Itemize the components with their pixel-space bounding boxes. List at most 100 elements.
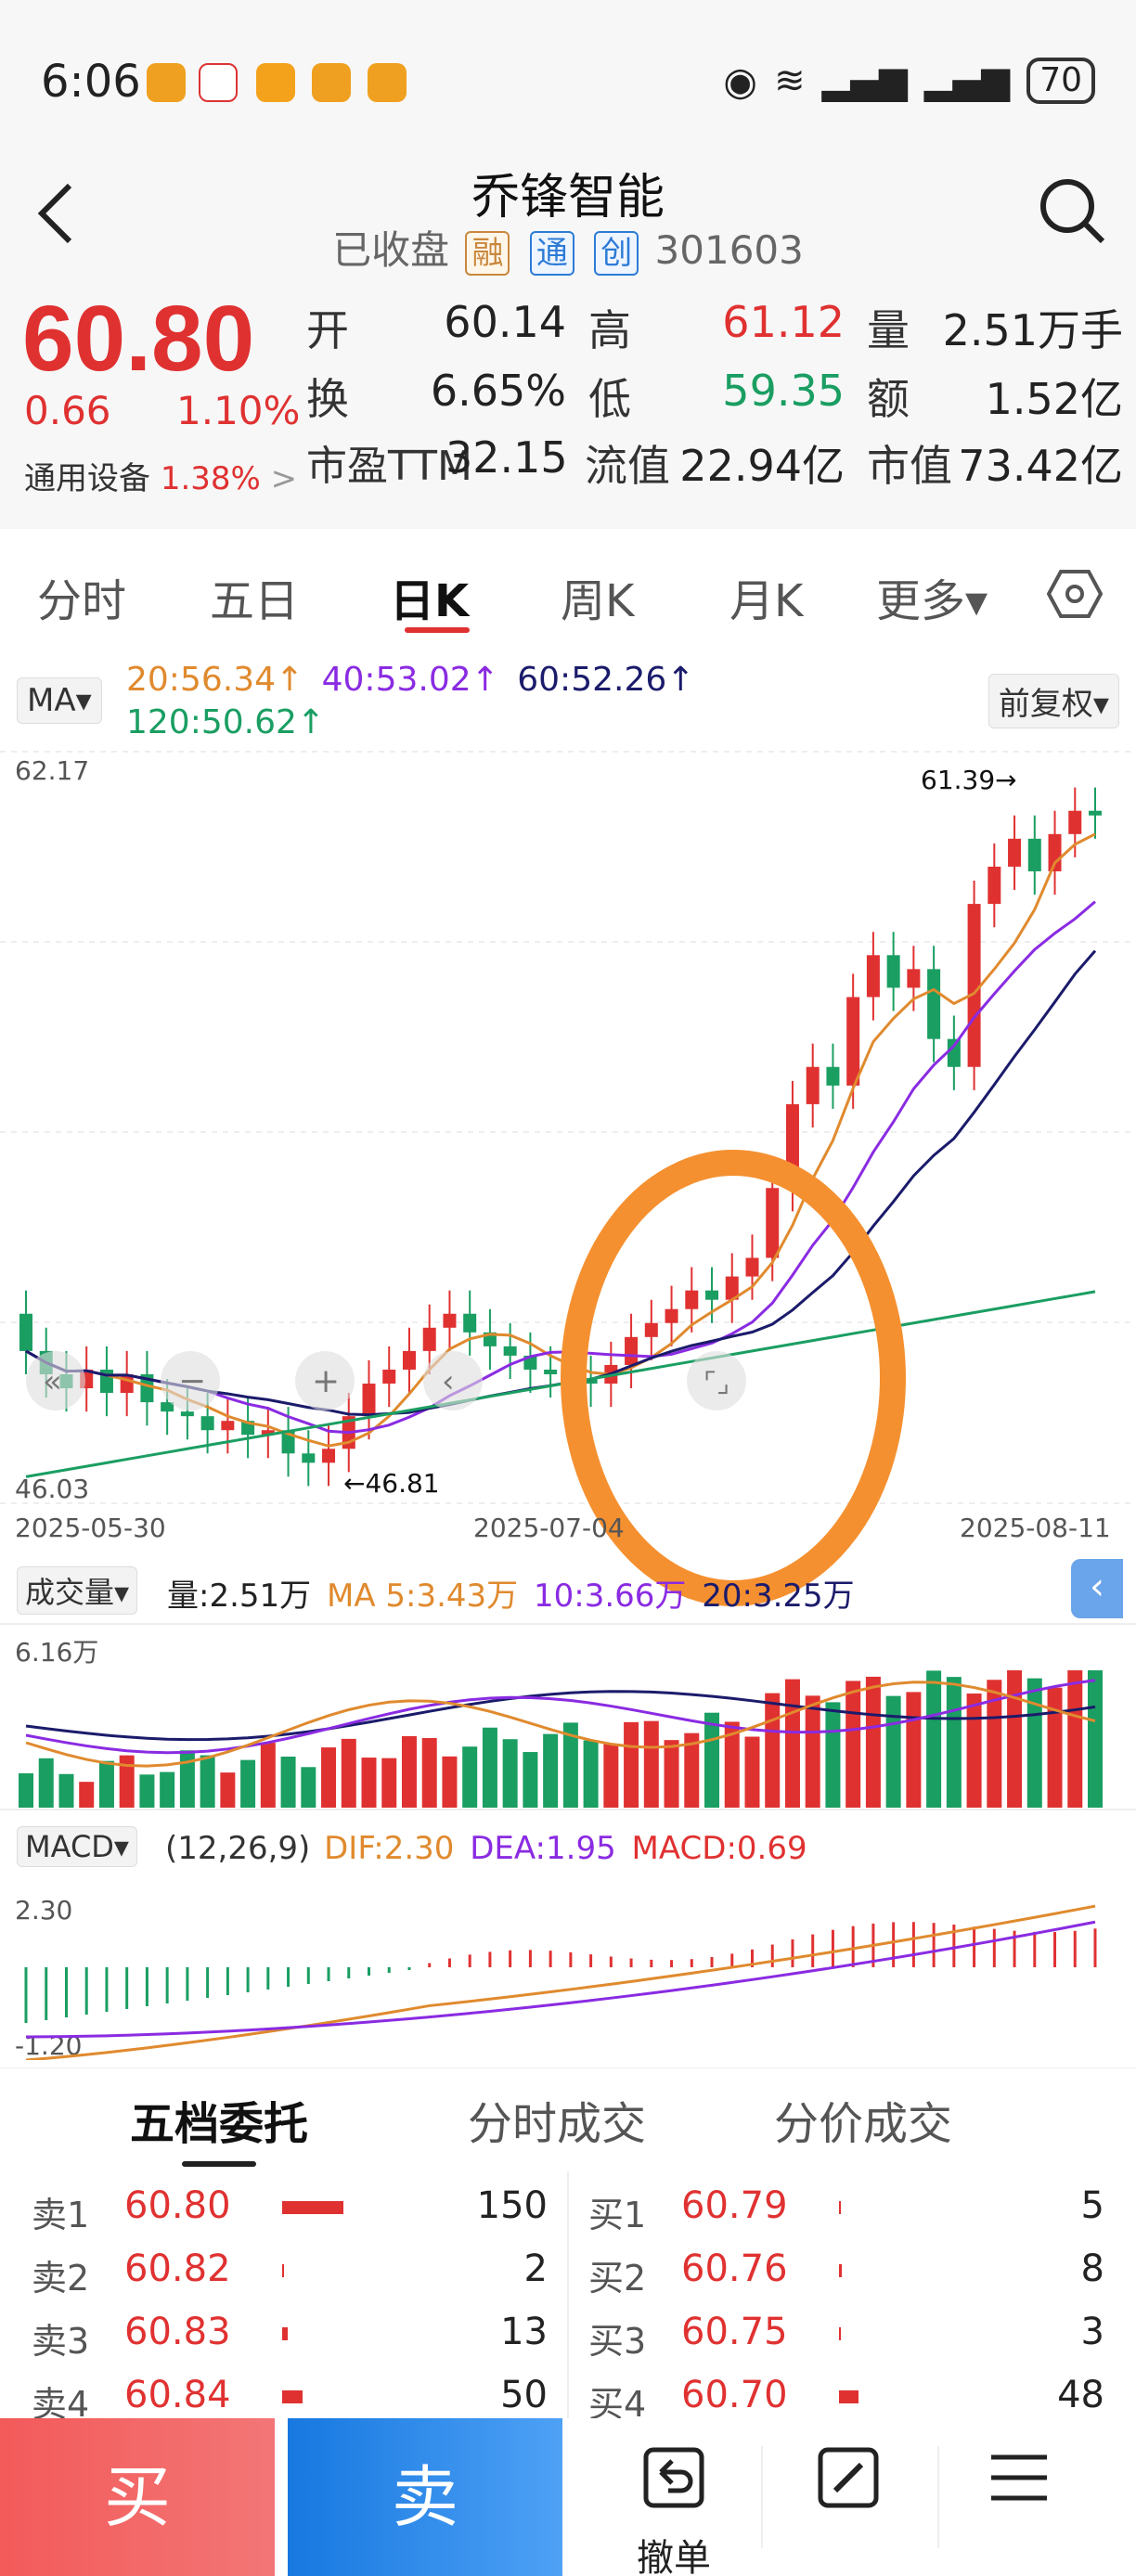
zoom-in-button[interactable] bbox=[295, 1351, 355, 1410]
buy-level-label: 买2 bbox=[588, 2258, 647, 2299]
ma40-value: 40:53.02↑ bbox=[321, 661, 499, 699]
volume-bar bbox=[462, 1746, 478, 1808]
buy-button[interactable]: 买 bbox=[0, 2418, 275, 2576]
orderbook-tab-underline bbox=[182, 2161, 256, 2167]
market-cap-label: 市值 bbox=[867, 441, 952, 491]
volume-bar bbox=[724, 1721, 740, 1808]
candle-body bbox=[584, 1379, 598, 1385]
buy-level-bar bbox=[839, 2327, 841, 2340]
undo-icon[interactable] bbox=[640, 2444, 707, 2511]
zoom-out-button[interactable] bbox=[161, 1351, 220, 1410]
volume-bar bbox=[240, 1759, 256, 1808]
side-panel-toggle[interactable]: ‹ bbox=[1071, 1559, 1123, 1618]
sell-level-bar bbox=[282, 2390, 303, 2403]
buy-level-volume: 8 bbox=[1080, 2248, 1104, 2290]
sell-level-label: 卖3 bbox=[32, 2321, 90, 2362]
connect-tag: 通 bbox=[529, 231, 574, 276]
candle-body bbox=[644, 1322, 658, 1337]
kline-chart[interactable]: 62.17 46.03 61.39→ ←46.81 « − + ‹ ⌜⌟ 202… bbox=[0, 742, 1136, 2060]
sector-row[interactable]: 通用设备 1.38% > bbox=[24, 453, 297, 498]
macd-indicator-select[interactable]: MACD▾ bbox=[17, 1826, 137, 1867]
candle-body bbox=[826, 1066, 840, 1086]
candle-body bbox=[443, 1313, 457, 1328]
volume-indicator-select[interactable]: 成交量▾ bbox=[17, 1566, 138, 1615]
volume-bar bbox=[280, 1757, 296, 1808]
volume-bar bbox=[765, 1693, 781, 1808]
volume-bar bbox=[301, 1767, 316, 1808]
amount-label: 额 bbox=[867, 374, 910, 424]
volume-bar bbox=[421, 1738, 437, 1808]
status-bar: 6:06 ◉ ≋ ▂▄▆ ▂▄▆ 70 bbox=[0, 0, 1136, 158]
volume-bar bbox=[119, 1755, 135, 1808]
tab-price-volume[interactable]: 分价成交 bbox=[774, 2098, 953, 2150]
float-cap-value: 22.94亿 bbox=[679, 441, 845, 491]
status-time: 6:06 bbox=[41, 56, 141, 108]
back-arrow-icon[interactable] bbox=[28, 176, 84, 251]
candle-body bbox=[886, 955, 900, 988]
turnover-value: 6.65% bbox=[430, 366, 566, 416]
weibo-notification-icon bbox=[147, 63, 186, 102]
tab-intraday[interactable]: 分时 bbox=[37, 575, 127, 627]
low-label: 低 bbox=[588, 374, 631, 424]
buy-level-price: 60.70 bbox=[681, 2374, 788, 2416]
ma60-value: 60:52.26↑ bbox=[517, 661, 695, 699]
candle-body bbox=[725, 1276, 739, 1300]
margin-tag: 融 bbox=[465, 231, 510, 276]
date-mid: 2025-07-04 bbox=[473, 1513, 625, 1543]
plus-icon: + bbox=[312, 1362, 340, 1400]
edit-icon[interactable] bbox=[815, 2444, 882, 2511]
tab-monthly-k[interactable]: 月K bbox=[729, 575, 804, 627]
fast-back-button[interactable] bbox=[26, 1351, 85, 1410]
volume-bar bbox=[98, 1760, 114, 1808]
search-icon[interactable] bbox=[1034, 173, 1108, 247]
macd-dea-line bbox=[25, 1920, 1096, 2039]
volume-bar bbox=[744, 1736, 760, 1808]
tab-five-day[interactable]: 五日 bbox=[210, 575, 300, 627]
buy-level-price: 60.76 bbox=[681, 2248, 788, 2290]
fullscreen-button[interactable] bbox=[687, 1351, 746, 1410]
macd-params: (12,26,9) bbox=[165, 1830, 311, 1867]
high-label: 高 bbox=[588, 305, 631, 355]
buy-level-label: 买3 bbox=[588, 2321, 647, 2362]
buy-level-price: 60.75 bbox=[681, 2311, 788, 2353]
high-marker: 61.39→ bbox=[921, 765, 1017, 795]
tab-daily-k[interactable]: 日K bbox=[390, 575, 470, 627]
period-tabs: 分时 五日 日K 周K 月K 更多▾ bbox=[0, 538, 1136, 640]
low-value: 59.35 bbox=[722, 366, 845, 416]
candle-body bbox=[1048, 833, 1062, 871]
tab-more[interactable]: 更多▾ bbox=[876, 575, 988, 627]
candle-body bbox=[544, 1369, 558, 1374]
volume-bar bbox=[684, 1732, 700, 1808]
step-back-button[interactable] bbox=[423, 1351, 483, 1410]
ma-indicator-select[interactable]: MA▾ bbox=[17, 677, 102, 724]
sell-level-bar bbox=[282, 2327, 288, 2340]
orderbook-tabs: 五档委托 分时成交 分价成交 bbox=[0, 2067, 1136, 2170]
candle-body bbox=[1027, 838, 1041, 871]
volume-bar bbox=[664, 1740, 679, 1808]
volume-ma-line bbox=[25, 1679, 1096, 1755]
tab-weekly-k[interactable]: 周K bbox=[561, 575, 635, 627]
volume-bar bbox=[825, 1702, 841, 1808]
orderbook-divider bbox=[567, 2171, 569, 2418]
high-value: 61.12 bbox=[722, 297, 845, 347]
menu-icon[interactable] bbox=[986, 2444, 1052, 2511]
sell-button[interactable]: 卖 bbox=[288, 2418, 562, 2576]
adjust-select[interactable]: 前复权▾ bbox=[988, 674, 1119, 728]
buy-level-volume: 5 bbox=[1080, 2184, 1104, 2227]
cancel-order-label[interactable]: 撤单 bbox=[637, 2537, 711, 2576]
buy-level-price: 60.79 bbox=[681, 2184, 788, 2227]
settings-hexagon-icon[interactable] bbox=[1047, 568, 1103, 620]
volume-bar bbox=[442, 1756, 458, 1808]
volume-ma-lines bbox=[25, 1679, 1096, 1768]
weibo-notification-icon-3 bbox=[368, 63, 407, 102]
candle-body bbox=[866, 955, 880, 998]
tab-five-level[interactable]: 五档委托 bbox=[130, 2098, 309, 2150]
volume-bar bbox=[562, 1722, 578, 1808]
volume-bar bbox=[603, 1744, 619, 1808]
stock-subline: 已收盘 融 通 创 301603 bbox=[0, 219, 1136, 276]
candle-body bbox=[261, 1430, 275, 1436]
tab-tick-trades[interactable]: 分时成交 bbox=[468, 2098, 647, 2150]
buy-level-bar bbox=[839, 2264, 843, 2277]
kline-y-top-label: 62.17 bbox=[15, 755, 89, 786]
sell-level-bar bbox=[282, 2264, 284, 2277]
